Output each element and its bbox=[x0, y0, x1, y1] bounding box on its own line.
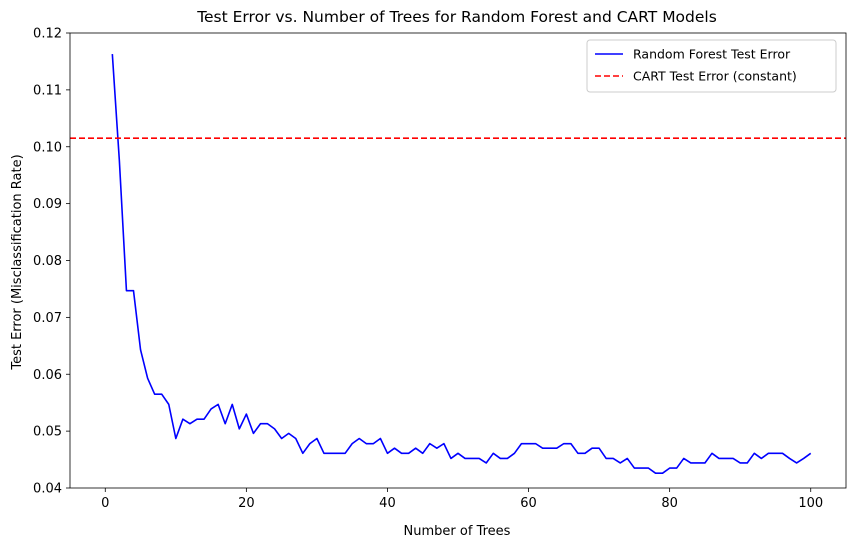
legend-label-cart: CART Test Error (constant) bbox=[633, 69, 797, 84]
y-tick-label: 0.05 bbox=[33, 425, 62, 440]
legend: Random Forest Test Error CART Test Error … bbox=[586, 39, 837, 93]
y-axis-label: Test Error (Misclassification Rate) bbox=[10, 154, 25, 370]
y-tick-label: 0.09 bbox=[33, 197, 62, 212]
plot-frame bbox=[69, 32, 847, 489]
random-forest-line bbox=[111, 53, 812, 475]
data-lines bbox=[70, 53, 846, 475]
legend-label-random-forest: Random Forest Test Error bbox=[633, 47, 791, 62]
legend-box bbox=[586, 39, 837, 93]
y-tick-label: 0.10 bbox=[33, 140, 62, 155]
y-tick-label: 0.06 bbox=[33, 368, 62, 383]
x-tick-label: 100 bbox=[798, 496, 823, 511]
y-tick-label: 0.08 bbox=[33, 254, 62, 269]
x-tick-label: 40 bbox=[379, 496, 396, 511]
x-axis-label: Number of Trees bbox=[404, 524, 511, 539]
x-tick-label: 60 bbox=[520, 496, 537, 511]
plot-area: 0 20 40 60 80 100 0.04 0.05 0.06 0.07 0.08 0.09 0.10… bbox=[33, 27, 847, 511]
y-tick-label: 0.12 bbox=[33, 27, 62, 42]
x-tick-label: 0 bbox=[101, 496, 109, 511]
x-tick-label: 80 bbox=[661, 496, 678, 511]
y-tick-label: 0.07 bbox=[33, 311, 62, 326]
x-tick-label: 20 bbox=[238, 496, 255, 511]
y-tick-label: 0.11 bbox=[33, 83, 62, 98]
y-tick-label: 0.04 bbox=[33, 482, 62, 497]
chart-title: Test Error vs. Number of Trees for Rando… bbox=[196, 8, 717, 26]
